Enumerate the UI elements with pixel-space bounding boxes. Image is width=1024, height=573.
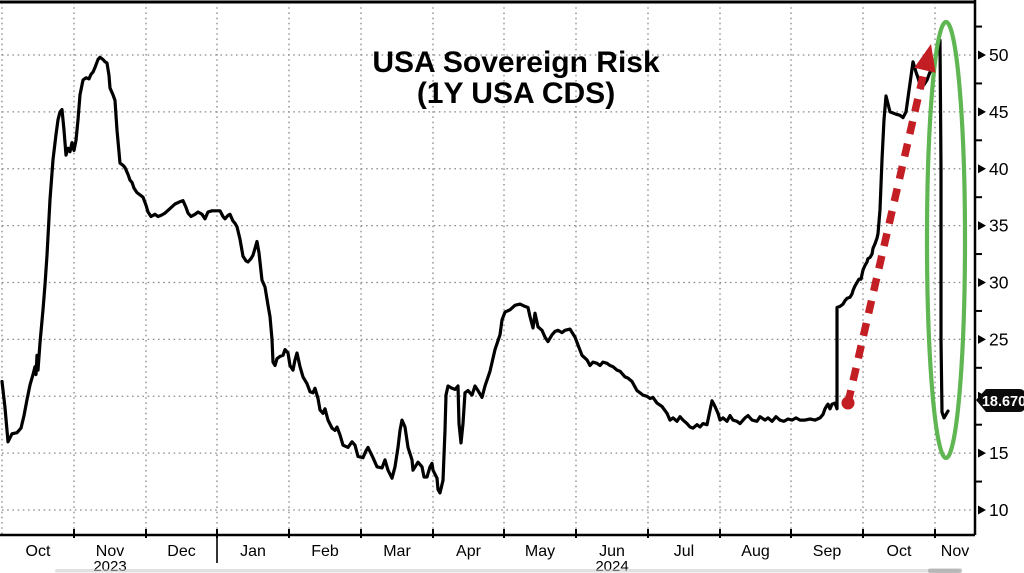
chart-title-line1: USA Sovereign Risk	[372, 46, 660, 79]
x-month-label: Jan	[240, 543, 266, 560]
x-month-label: May	[525, 543, 555, 560]
y-tick-label: 45	[989, 102, 1008, 122]
gridlines	[1, 2, 975, 535]
x-month-label: Sep	[813, 543, 842, 560]
green-highlight-ellipse	[924, 19, 968, 461]
y-major-tick-arrow	[978, 278, 986, 287]
y-major-tick-arrow	[978, 164, 986, 174]
y-major-tick-arrow	[978, 505, 986, 515]
y-tick-label: 10	[989, 500, 1009, 520]
x-month-label: Nov	[941, 543, 969, 560]
y-tick-label: 30	[989, 273, 1009, 293]
x-month-label: Jun	[599, 543, 625, 560]
y-major-tick-arrow	[978, 221, 986, 231]
price-tag: 18.670	[976, 389, 1024, 412]
y-major-tick-arrow	[978, 448, 986, 458]
price-tag-bubble	[976, 389, 1024, 412]
bottom-artifact-bar-end	[928, 568, 962, 573]
x-month-label: Feb	[311, 543, 339, 560]
price-tag-value: 18.670	[982, 394, 1024, 410]
y-major-tick-arrow	[978, 107, 986, 117]
red-trend-arrow-head	[914, 44, 936, 73]
y-tick-label: 15	[989, 443, 1008, 463]
x-month-label: Apr	[456, 543, 482, 560]
y-tick-label: 40	[989, 159, 1009, 179]
y-major-tick-arrow	[978, 334, 986, 344]
y-axis-ticks: 504540353025201510	[975, 25, 1009, 520]
red-trend-arrow-shaft	[844, 71, 928, 404]
x-month-label: Nov	[96, 543, 124, 560]
x-month-label: Dec	[167, 543, 195, 560]
chart-title-line2: (1Y USA CDS)	[417, 77, 615, 110]
y-tick-label: 50	[989, 45, 1009, 65]
x-month-label: Oct	[26, 543, 51, 560]
bottom-artifact-bar	[55, 569, 960, 573]
y-major-tick-arrow	[978, 50, 986, 60]
x-month-label: Aug	[741, 543, 769, 560]
y-tick-label: 25	[989, 329, 1008, 349]
x-month-label: Oct	[887, 543, 912, 560]
price-line	[0, 38, 950, 495]
x-month-label: Mar	[383, 543, 411, 560]
y-tick-label: 35	[989, 216, 1008, 236]
x-month-label: Jul	[674, 543, 694, 560]
